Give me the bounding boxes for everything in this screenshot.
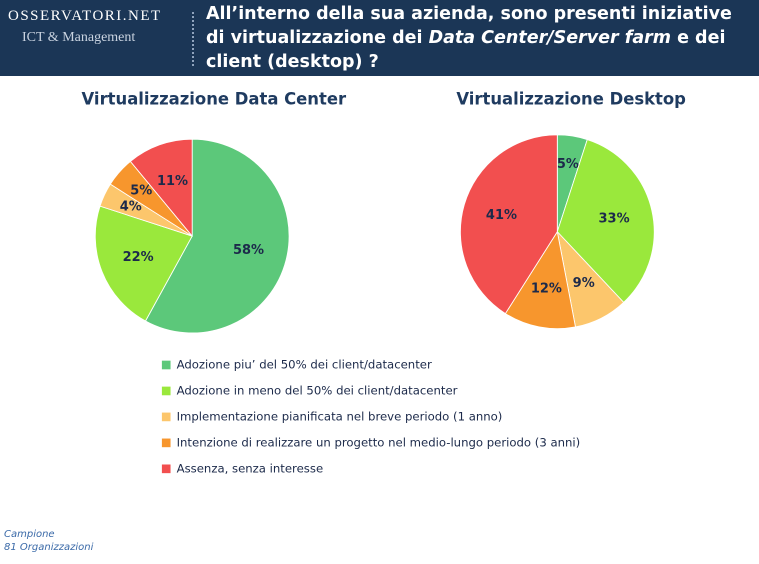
legend-label: Implementazione pianificata nel breve pe… — [177, 409, 503, 423]
logo-name: OSSERVATORI.NET — [8, 8, 162, 24]
value-label: 4% — [120, 200, 142, 215]
legend-marker — [161, 386, 171, 396]
charts: Virtualizzazione Data Center58%22%4%5%11… — [82, 90, 687, 476]
legend-label: Intenzione di realizzare un progetto nel… — [177, 435, 581, 449]
value-label: 5% — [557, 157, 579, 172]
pie-slice — [129, 138, 193, 238]
value-label: 41% — [486, 208, 517, 223]
pie-slice — [459, 134, 558, 315]
value-label: 11% — [157, 174, 188, 189]
value-label: 58% — [233, 243, 264, 258]
chart-title: Virtualizzazione Data Center — [82, 90, 347, 109]
footnote-line: Campione — [4, 529, 55, 540]
question-text: e dei client (desktop) ? — [206, 28, 726, 72]
chart-title: Virtualizzazione Desktop — [456, 90, 686, 109]
question-emphasis: Data Center/Server farm — [428, 28, 671, 48]
separator — [192, 12, 194, 66]
logo-sub: ICT & Management — [22, 30, 136, 45]
question-text: All’interno della sua azienda, sono pres… — [206, 4, 732, 48]
legend-marker — [161, 464, 171, 474]
value-label: 22% — [123, 250, 154, 265]
question: All’interno della sua azienda, sono pres… — [206, 2, 751, 74]
legend-marker — [161, 438, 171, 448]
pie-slice — [504, 230, 576, 330]
footnote-line: 81 Organizzazioni — [4, 542, 94, 553]
legend-label: Adozione piu’ del 50% dei client/datacen… — [177, 357, 432, 371]
pie-slice — [556, 139, 655, 303]
legend-label: Adozione in meno del 50% dei client/data… — [177, 383, 458, 397]
pie-slice — [94, 205, 193, 322]
value-label: 33% — [599, 212, 630, 227]
pie-slice — [144, 138, 290, 334]
legend-marker — [161, 360, 171, 370]
value-label: 12% — [531, 281, 562, 296]
footnote: Campione 81 Organizzazioni — [4, 528, 93, 554]
value-label: 9% — [573, 276, 595, 291]
header: OSSERVATORI.NET ICT & Management All’int… — [0, 0, 759, 76]
legend-label: Assenza, senza interesse — [177, 461, 324, 475]
legend-marker — [161, 412, 171, 422]
value-label: 5% — [130, 184, 152, 199]
